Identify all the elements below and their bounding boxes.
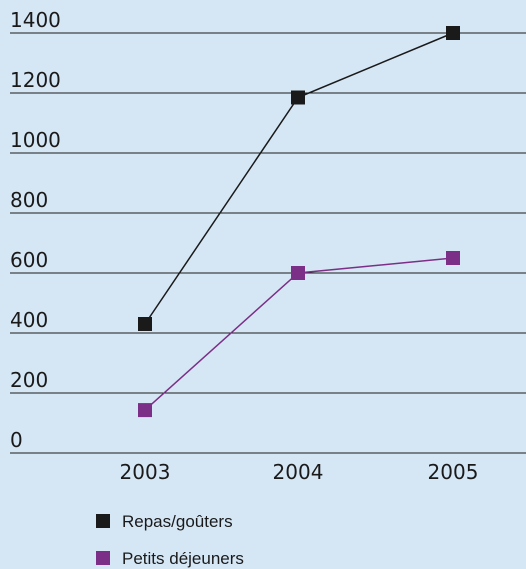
data-point-marker (291, 90, 305, 105)
x-tick-label: 2005 (428, 460, 479, 484)
legend-label: Repas/goûters (122, 512, 233, 531)
data-point-marker (446, 251, 460, 265)
y-tick-label: 400 (10, 308, 48, 332)
data-point-marker (446, 26, 460, 40)
series-line-1 (144, 257, 454, 411)
y-tick-label: 800 (10, 188, 48, 212)
y-tick-label: 1000 (10, 128, 61, 152)
series-line-0 (144, 32, 454, 325)
data-point-marker (138, 403, 152, 418)
legend-swatch (96, 514, 110, 528)
y-tick-label: 600 (10, 248, 48, 272)
x-tick-label: 2003 (120, 460, 171, 484)
legend-label: Petits déjeuners (122, 549, 244, 568)
y-tick-label: 200 (10, 368, 48, 392)
data-point-marker (138, 317, 152, 331)
y-tick-label: 1400 (10, 8, 61, 32)
data-point-marker (291, 266, 305, 280)
x-tick-label: 2004 (273, 460, 324, 484)
y-tick-label: 0 (10, 428, 23, 452)
y-tick-label: 1200 (10, 68, 61, 92)
legend-swatch (96, 551, 110, 565)
